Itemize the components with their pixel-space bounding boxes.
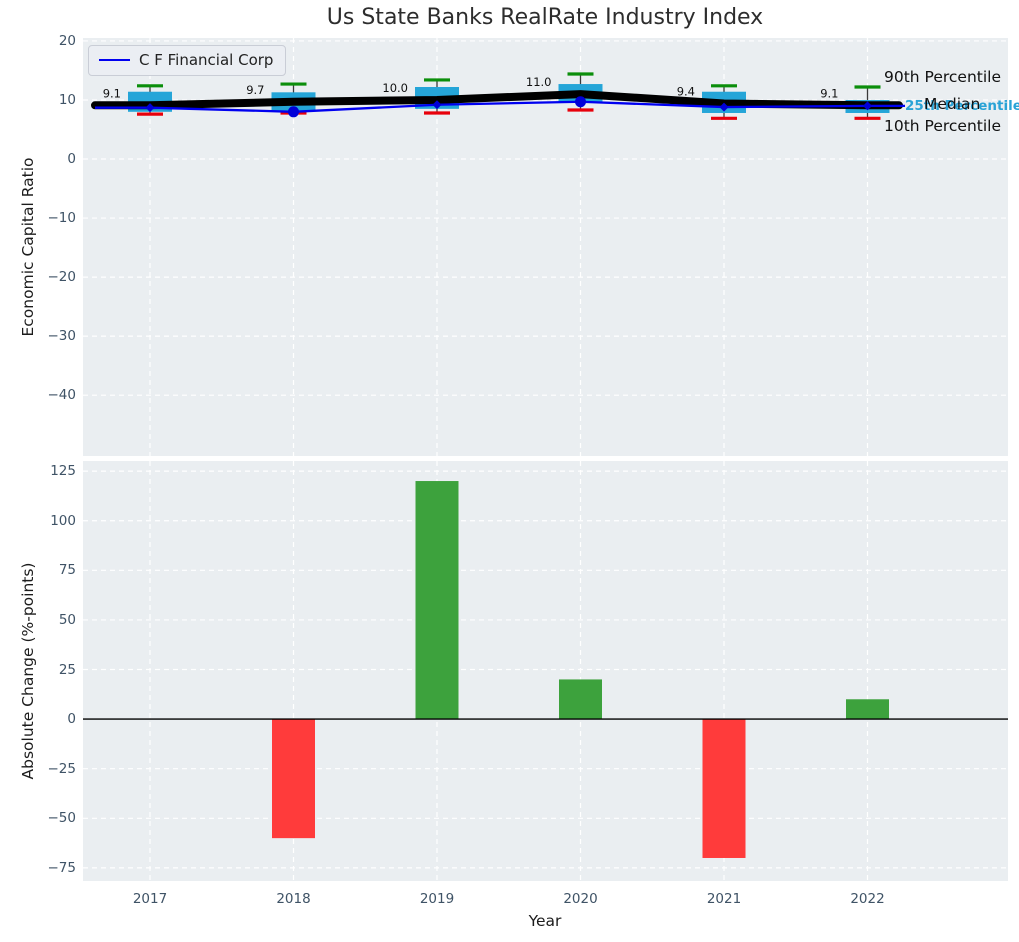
company-marker-diamond	[145, 103, 155, 113]
label-10th-percentile: 10th Percentile	[884, 117, 1002, 135]
legend: C F Financial Corp	[88, 45, 287, 76]
company-line	[95, 100, 905, 113]
median-annotation: 9.4	[677, 85, 695, 99]
top-panel: 9.1 9.7 10.0 11.0 9.4 9.1	[83, 38, 1008, 456]
bottom-panel	[83, 461, 1008, 881]
y-tick: −30	[47, 328, 77, 345]
legend-label: C F Financial Corp	[139, 51, 274, 69]
y-tick: −40	[47, 387, 77, 404]
y-tick: −75	[47, 859, 77, 876]
bar-chart	[83, 461, 1008, 881]
x-axis-label: Year	[528, 912, 562, 930]
y-tick: 125	[50, 463, 76, 480]
y-tick: 75	[58, 562, 76, 579]
y-tick: 20	[58, 32, 76, 49]
x-tick-2021: 2021	[706, 891, 742, 907]
x-tick-2019: 2019	[419, 891, 455, 907]
y-axis-label-bottom: Absolute Change (%-points)	[19, 562, 37, 780]
label-median: Median	[924, 95, 981, 113]
x-tick-2022: 2022	[850, 891, 885, 907]
median-annotation: 9.1	[103, 86, 121, 100]
y-tick: 10	[58, 91, 76, 108]
median-annotation: 10.0	[382, 81, 408, 95]
boxplot-chart: 9.1 9.7 10.0 11.0 9.4 9.1	[83, 38, 1008, 456]
y-tick: −20	[47, 269, 77, 286]
bar-2019	[415, 481, 459, 720]
median-annotation: 11.0	[526, 75, 552, 89]
y-tick: 50	[58, 611, 76, 628]
y-axis-label-top: Economic Capital Ratio	[19, 157, 37, 337]
company-marker-circle	[575, 96, 586, 108]
y-tick: −50	[47, 810, 77, 827]
median-annotation: 9.1	[820, 86, 838, 100]
label-25th-percentile: 25th Percentile	[905, 98, 1019, 114]
chart-title: Us State Banks RealRate Industry Index	[326, 5, 764, 30]
x-tick-2017: 2017	[132, 891, 168, 907]
bar-2018	[272, 719, 315, 839]
bar-2020	[559, 679, 602, 720]
y-tick: 25	[58, 661, 76, 678]
y-tick: 100	[50, 512, 76, 529]
bar-2021	[702, 719, 746, 858]
y-tick: 0	[67, 711, 76, 728]
company-marker-circle	[288, 106, 299, 118]
company-marker-diamond	[863, 101, 872, 111]
bar-2022	[846, 699, 889, 720]
y-tick: −25	[47, 760, 77, 777]
median-annotation: 9.7	[246, 83, 264, 97]
company-marker-diamond	[719, 102, 729, 112]
company-marker-diamond	[432, 100, 442, 110]
legend-line-icon	[99, 59, 130, 61]
x-tick-2020: 2020	[563, 891, 598, 907]
y-tick: 0	[67, 151, 76, 168]
label-90th-percentile: 90th Percentile	[884, 68, 1002, 86]
y-tick: −10	[47, 210, 77, 227]
x-tick-2018: 2018	[276, 891, 311, 907]
